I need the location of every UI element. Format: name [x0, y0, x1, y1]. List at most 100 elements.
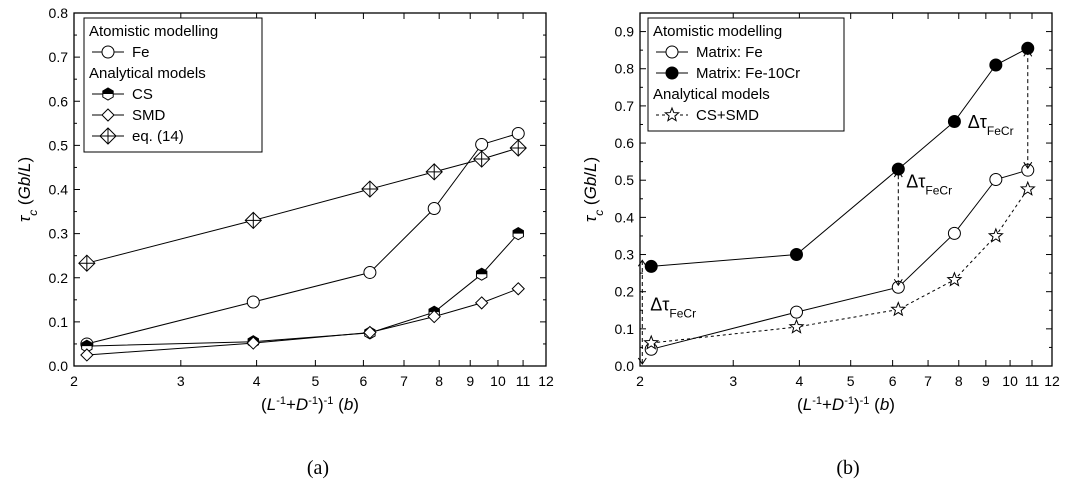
data-point-3: [244, 211, 262, 230]
data-point-3: [78, 254, 96, 272]
x-tick-label: 6: [360, 373, 368, 389]
y-tick-label: 0.5: [615, 172, 635, 188]
series-line-2: [86, 288, 519, 356]
data-point-3: [472, 150, 491, 168]
legend: Atomistic modelling Fe Analytical models CS…: [83, 17, 263, 153]
data-point-2: [511, 282, 525, 296]
x-tick-label: 12: [538, 373, 554, 389]
data-point-2: [987, 227, 1004, 243]
legend-header: Atomistic modelling: [89, 23, 218, 40]
legend-entry-label: CS+SMD: [696, 107, 759, 124]
x-tick-label: 12: [1044, 373, 1060, 389]
legend-marker: [102, 87, 114, 101]
arrowhead-up: [637, 259, 647, 267]
series-line-2: [651, 188, 1029, 344]
legend-entry-label: Matrix: Fe: [696, 44, 763, 61]
x-tick-label: 7: [924, 373, 932, 389]
legend-entry-label: CS: [132, 86, 153, 103]
x-tick-label: 9: [982, 373, 990, 389]
data-point-1: [475, 267, 488, 281]
y-tick-label: 0.3: [615, 247, 635, 263]
y-tick-label: 0.0: [615, 358, 635, 374]
data-point-1: [644, 259, 658, 273]
annotation-label-1: ΔτFeCr: [906, 172, 952, 198]
y-tick-label: 0.7: [615, 98, 635, 114]
y-tick-label: 0.2: [615, 284, 635, 300]
legend-entry-label: Fe: [132, 44, 150, 61]
panel-a: 2 3 4 5 6 7 8 9 10 11 12 0.0 0.1 0.2 0.3 0.4 0.5 0.6 0.7 0.…: [15, 5, 554, 479]
legend-entry-label: eq. (14): [132, 128, 184, 145]
marker-hexagon-fill: [429, 306, 440, 313]
annotation-label-2: ΔτFeCr: [968, 112, 1014, 138]
x-tick-label: 2: [70, 373, 78, 389]
x-tick-label: 11: [516, 373, 531, 389]
x-tick-label: 10: [490, 373, 506, 389]
legend-entry-label: Matrix: Fe-10Cr: [696, 65, 800, 82]
data-point-2: [1019, 180, 1036, 196]
series-line-0: [86, 133, 519, 345]
arrowhead-up: [893, 170, 903, 178]
data-point-1: [512, 227, 524, 241]
y-tick-label: 0.8: [615, 61, 635, 77]
x-tick-label: 6: [889, 373, 897, 389]
data-point-2: [946, 271, 963, 287]
x-tick-label: 3: [729, 373, 737, 389]
x-tick-label: 8: [435, 373, 443, 389]
legend-header: Atomistic modelling: [653, 23, 782, 40]
data-point-0: [427, 201, 441, 215]
data-point-2: [788, 318, 805, 334]
series-line-1: [86, 233, 519, 347]
y-tick-label: 0.6: [49, 93, 69, 109]
legend-box: [83, 17, 263, 153]
legend-entry-label: SMD: [132, 107, 166, 124]
data-point-3: [361, 180, 379, 198]
data-point-2: [246, 336, 260, 350]
legend-marker: [665, 45, 679, 59]
marker-hexagon-fill: [102, 88, 114, 94]
x-tick-label: 8: [955, 373, 963, 389]
data-point-2: [474, 296, 489, 310]
arrowhead-down: [1023, 161, 1033, 170]
legend: Atomistic modelling Matrix: Fe Matrix: Fe-…: [647, 17, 845, 132]
arrowhead-down: [637, 357, 647, 365]
data-point-1: [891, 162, 905, 176]
data-point-2: [890, 301, 907, 317]
x-tick-label: 2: [636, 373, 644, 389]
panel-b: 2 3 4 5 6 7 8 9 10 11 12 0.0 0.1 0.2 0.3 0.4 0.5 0.6 0.7 0.…: [581, 12, 1060, 479]
legend-header: Analytical models: [89, 65, 206, 82]
data-point-2: [80, 348, 94, 362]
y-tick-label: 0.4: [615, 209, 635, 225]
data-point-0: [947, 226, 961, 240]
y-tick-label: 0.5: [49, 137, 69, 153]
panel-label: (a): [307, 457, 329, 479]
data-point-1: [947, 115, 961, 129]
data-point-0: [511, 126, 525, 140]
series-line-0: [651, 169, 1028, 350]
data-point-1: [789, 248, 803, 262]
y-tick-label: 0.1: [615, 321, 635, 337]
data-point-0: [475, 137, 489, 151]
data-point-0: [246, 295, 260, 309]
panel-label: (b): [836, 457, 859, 479]
arrowhead-up: [1023, 49, 1033, 57]
data-point-2: [363, 325, 377, 340]
y-tick-label: 0.1: [49, 314, 69, 330]
data-point-1: [989, 58, 1003, 72]
x-tick-label: 4: [795, 373, 803, 389]
legend-marker: [101, 45, 115, 59]
y-axis-title: τc (Gb/L): [15, 157, 40, 222]
legend-marker: [101, 108, 115, 122]
x-axis-title: (L-1+D-1)-1 (b): [261, 395, 359, 414]
x-tick-label: 5: [311, 373, 319, 389]
x-tick-label: 10: [1002, 373, 1018, 389]
data-point-0: [989, 172, 1003, 186]
series-line-3: [86, 147, 519, 264]
x-tick-label: 7: [400, 373, 408, 389]
legend-marker: [665, 66, 679, 80]
y-tick-label: 0.9: [615, 24, 635, 40]
data-point-0: [363, 265, 377, 279]
legend-marker: [664, 106, 680, 122]
data-point-3: [509, 139, 527, 157]
marker-hexagon-fill: [81, 340, 93, 347]
arrowhead-down: [893, 278, 903, 287]
